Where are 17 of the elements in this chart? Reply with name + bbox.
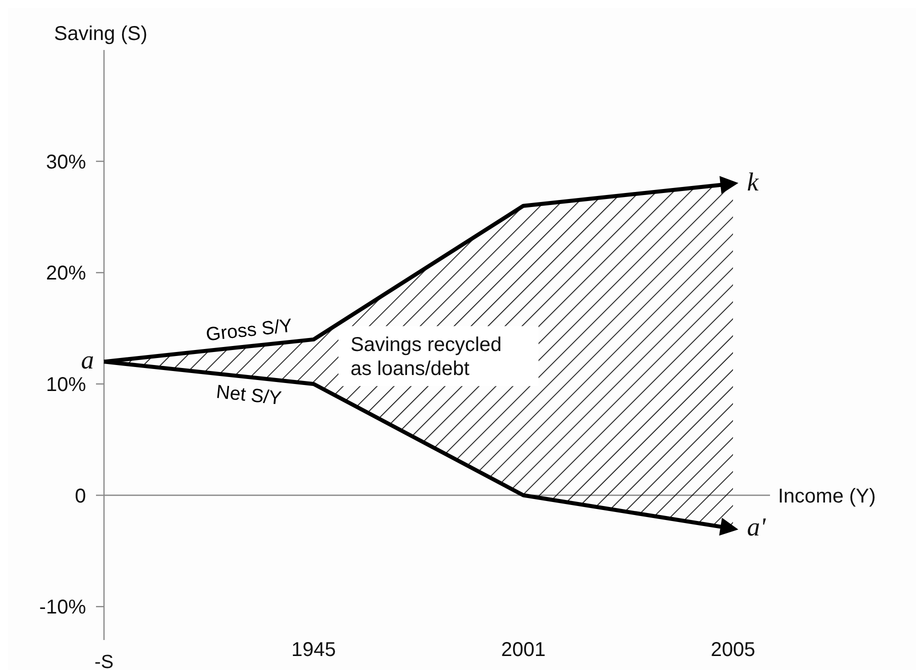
x-tick-label: 2005 — [710, 639, 756, 661]
text: -S — [94, 652, 114, 670]
text: Net S/Y — [215, 382, 283, 410]
y-tick-label: 10% — [46, 374, 86, 396]
annotation: k — [747, 168, 759, 197]
x-tick-label: 2001 — [501, 639, 546, 661]
y-axis-title: Saving (S) — [54, 23, 148, 45]
y-tick-label: 20% — [46, 262, 86, 285]
x-tick-label: 1945 — [291, 639, 336, 661]
text: a — [81, 346, 94, 375]
annotation: Savings recycled as loans/debt — [350, 334, 502, 380]
y-tick-label: 30% — [46, 151, 86, 174]
y-tick-label: 0 — [74, 485, 86, 508]
x-axis-title: Income (Y) — [778, 485, 876, 508]
y-tick-label: -10% — [39, 596, 86, 619]
annotation: a' — [747, 512, 766, 542]
text: Gross S/Y — [204, 316, 294, 346]
